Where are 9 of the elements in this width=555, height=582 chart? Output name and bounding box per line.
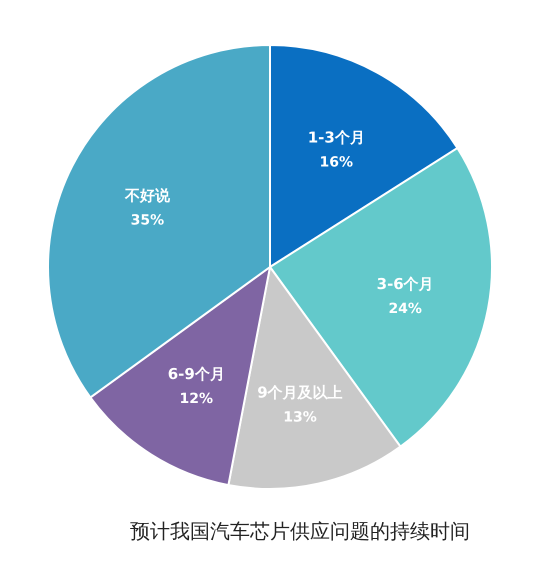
slice-label: 1-3个月 xyxy=(308,128,365,146)
data-label: 12% xyxy=(179,391,214,408)
data-label: 35% xyxy=(130,212,164,229)
data-label: 16% xyxy=(320,154,354,170)
slice-label: 不好说 xyxy=(124,186,171,205)
slice-label: 6-9个月 xyxy=(168,365,225,384)
slice-label: 3-6个月 xyxy=(376,274,434,293)
text: 预计我国汽车芯片供应问题的持续时间 xyxy=(130,519,470,543)
data-label: 24% xyxy=(388,300,422,317)
